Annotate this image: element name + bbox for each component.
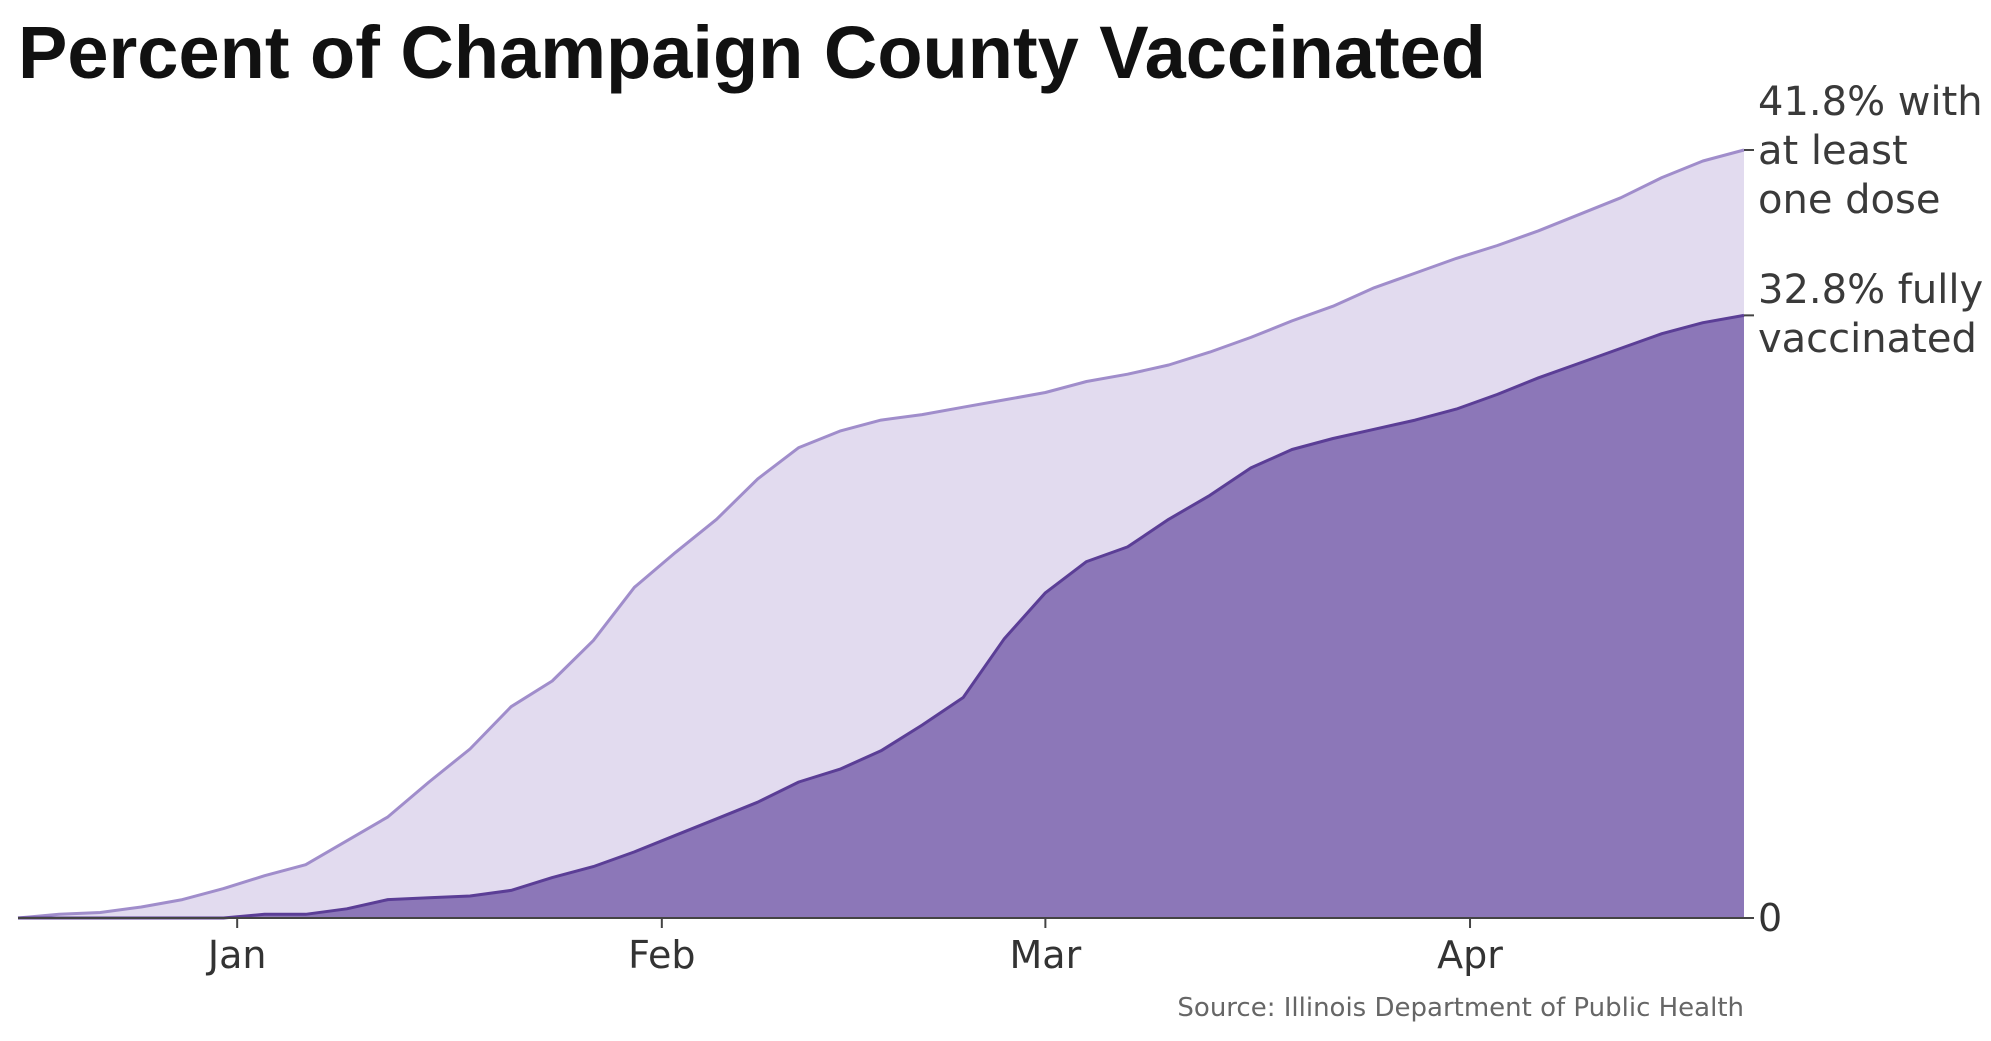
chart-title: Percent of Champaign County Vaccinated	[18, 11, 1486, 94]
x-tick-label: Feb	[628, 933, 695, 977]
plot-area	[17, 148, 1745, 920]
y-tick-label: 0	[1758, 896, 1782, 940]
source-note: Source: Illinois Department of Public He…	[1177, 993, 1744, 1023]
x-tick-label: Apr	[1437, 933, 1503, 977]
end-label-full-line: 32.8% fully	[1758, 267, 1983, 313]
end-label-full-line: vaccinated	[1758, 316, 1977, 362]
series-fully-vaccinated-line	[18, 313, 1745, 920]
x-tick-label: Mar	[1010, 933, 1082, 977]
end-label-dose-line: one dose	[1758, 177, 1940, 223]
x-tick-label: Jan	[206, 933, 267, 977]
series-fully-vaccinated-area	[18, 315, 1744, 918]
end-label-dose-line: at least	[1758, 128, 1908, 174]
series-at-least-one-dose-line	[17, 148, 1745, 920]
end-label-dose-line: 41.8% with	[1758, 79, 1983, 125]
axes: Jan Feb Mar Apr 0	[18, 896, 1782, 977]
